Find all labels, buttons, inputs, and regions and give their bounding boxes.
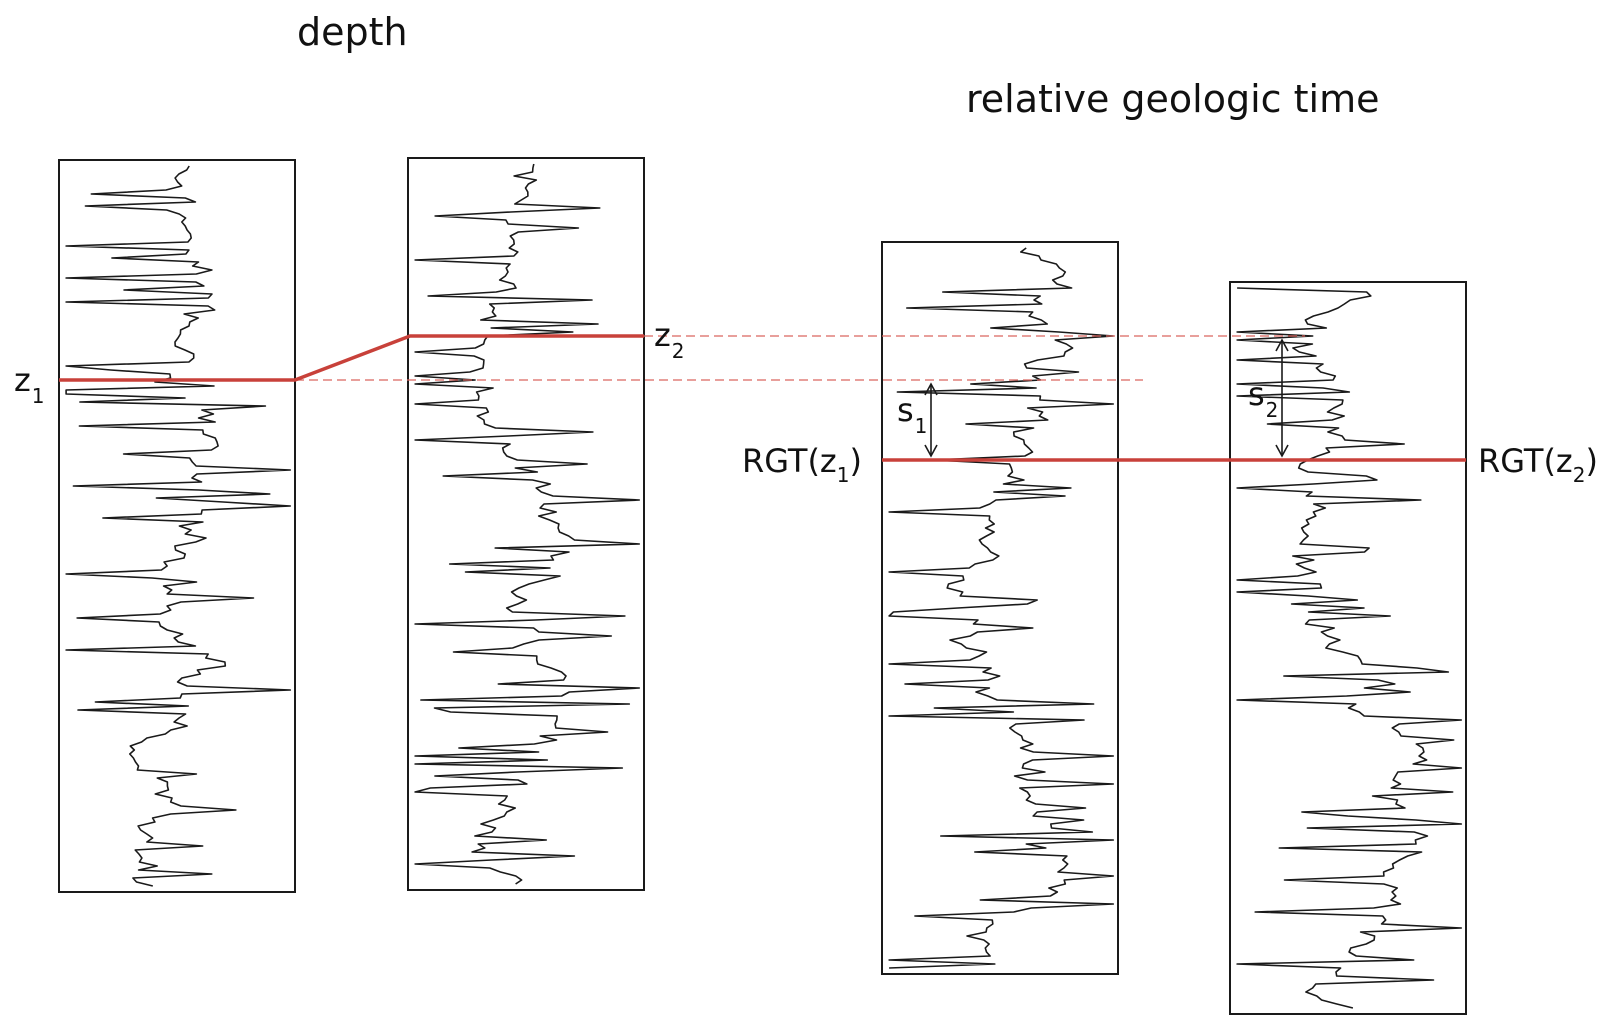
depth-well-1-panel — [58, 159, 296, 893]
depth-well-2-panel — [407, 157, 645, 891]
s1-label: s1 — [897, 391, 927, 438]
rgt-z1-label: RGT(z1) — [742, 442, 862, 487]
rgt-z2-label: RGT(z2) — [1478, 442, 1598, 487]
depth-well-1-log-trace — [65, 165, 292, 887]
rgt-well-2-panel — [1229, 281, 1467, 1015]
depth-horizon-line — [59, 334, 644, 382]
rgt-well-2-frame — [1229, 281, 1467, 1015]
z1-label: z1 — [14, 361, 45, 408]
title-relative-geologic-time: relative geologic time — [966, 77, 1379, 121]
depth-well-2-frame — [407, 157, 645, 891]
rgt-well-2-log-trace — [1236, 287, 1463, 1009]
title-depth: depth — [297, 10, 408, 54]
depth-well-1-frame — [58, 159, 296, 893]
rgt-well-1-frame — [881, 241, 1119, 975]
rgt-well-1-panel — [881, 241, 1119, 975]
s2-arrow — [1275, 338, 1289, 458]
rgt-well-1-log-trace — [888, 247, 1115, 969]
depth-well-2-log-trace — [414, 163, 641, 885]
z2-label: z2 — [654, 316, 685, 363]
s2-label: s2 — [1248, 375, 1278, 422]
s1-arrow — [924, 382, 938, 458]
